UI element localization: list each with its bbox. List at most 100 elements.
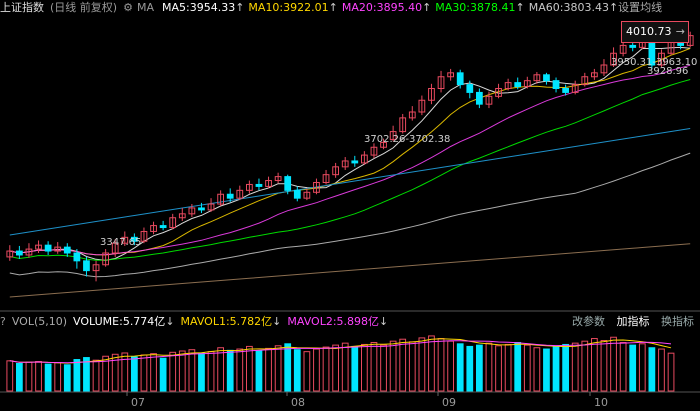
ma20-line bbox=[9, 64, 691, 256]
vol-label[interactable]: VOL(5,10) bbox=[11, 315, 68, 328]
volume-bar bbox=[303, 351, 311, 392]
mavol1-line bbox=[9, 338, 672, 364]
candle-body bbox=[44, 244, 52, 252]
candle-body bbox=[284, 176, 292, 191]
candle-body bbox=[92, 264, 100, 272]
volume-average-lines bbox=[9, 338, 672, 364]
volume-bar bbox=[351, 345, 359, 392]
candle-body bbox=[351, 160, 359, 164]
volume-bar bbox=[456, 343, 464, 392]
volume-bar bbox=[111, 353, 119, 392]
volume-bar bbox=[131, 356, 138, 392]
ma10-value: MA10:3922.01 bbox=[248, 1, 329, 14]
volume-bar bbox=[54, 362, 62, 392]
ma-label[interactable]: MA bbox=[136, 1, 154, 14]
volume-bar bbox=[571, 342, 579, 392]
candle-body bbox=[600, 64, 608, 74]
volume-bar bbox=[418, 337, 426, 392]
candle-body bbox=[485, 95, 493, 105]
mavol1-arrow-icon: ↓ bbox=[272, 315, 282, 328]
candle-body bbox=[16, 250, 23, 256]
volume-bar bbox=[447, 340, 454, 392]
volume-bar bbox=[25, 361, 33, 392]
month-label-09: 09 bbox=[442, 396, 456, 409]
volume-bar bbox=[523, 344, 531, 392]
volume-bar bbox=[226, 349, 234, 392]
candle-body bbox=[380, 141, 387, 148]
ma30-value: MA30:3878.41 bbox=[435, 1, 516, 14]
volume-bar bbox=[313, 348, 320, 392]
ma-legend-bar: 上证指数 (日线 前复权) ⚙ MA MA5:3954.33 ↑ MA10:39… bbox=[0, 0, 662, 16]
candle-body bbox=[610, 52, 617, 66]
volume-bar bbox=[581, 340, 589, 392]
volume-bar bbox=[619, 341, 627, 392]
candlesticks bbox=[6, 27, 694, 282]
volume-bar bbox=[255, 350, 263, 392]
mavol2-arrow-icon: ↓ bbox=[379, 315, 389, 328]
volume-bars bbox=[6, 335, 675, 392]
candle-body bbox=[361, 154, 368, 164]
volume-bar bbox=[178, 350, 186, 392]
candle-body bbox=[543, 74, 550, 82]
ma60-value: MA60:3803.43 bbox=[528, 1, 609, 14]
candle-body bbox=[178, 213, 186, 219]
volume-bar bbox=[207, 351, 215, 392]
candle-body bbox=[102, 252, 109, 266]
ma60-arrow-icon: ↑ bbox=[608, 1, 619, 14]
candle-body bbox=[370, 146, 378, 156]
volume-bar bbox=[600, 340, 608, 392]
ma120-line bbox=[9, 128, 691, 236]
current-price: 4010.73 bbox=[626, 25, 672, 38]
volume-arrow-icon: ↓ bbox=[165, 315, 175, 328]
candle-body bbox=[504, 82, 512, 89]
volume-bar bbox=[466, 345, 474, 392]
volume-bar bbox=[610, 336, 617, 392]
annotation-low: 3347.65 bbox=[100, 237, 142, 248]
change-params-button[interactable]: 改参数 bbox=[572, 315, 605, 328]
volume-bar bbox=[169, 351, 177, 392]
gear-icon[interactable]: ⚙ bbox=[123, 1, 133, 14]
volume-bar bbox=[188, 349, 196, 392]
index-title[interactable]: 上证指数 bbox=[0, 1, 44, 14]
mavol2-line bbox=[9, 340, 672, 364]
volume-bar bbox=[408, 341, 416, 392]
candle-body bbox=[207, 203, 215, 211]
candle-body bbox=[35, 244, 42, 250]
adjust-mode[interactable]: (日线 前复权) bbox=[50, 1, 118, 14]
candle-body bbox=[169, 217, 177, 229]
volume-bar bbox=[428, 335, 435, 392]
candle-body bbox=[293, 189, 301, 199]
candle-body bbox=[73, 252, 81, 262]
ma-settings-link[interactable]: 设置均线 bbox=[618, 1, 663, 14]
volume-value: VOLUME:5.774亿 bbox=[73, 315, 166, 328]
candle-body bbox=[140, 230, 148, 242]
volume-bar bbox=[514, 341, 522, 392]
candle-body bbox=[418, 99, 426, 113]
candle-body bbox=[63, 246, 71, 254]
volume-bar bbox=[265, 347, 272, 392]
candle-body bbox=[428, 88, 435, 101]
volume-bar bbox=[274, 345, 282, 392]
volume-bar bbox=[44, 363, 52, 392]
candle-body bbox=[399, 117, 407, 133]
help-icon[interactable]: ? bbox=[0, 315, 6, 328]
volume-bar bbox=[322, 346, 330, 392]
candle-body bbox=[236, 189, 244, 199]
add-indicator-button[interactable]: 加指标 bbox=[616, 315, 650, 328]
month-label-08: 08 bbox=[291, 396, 305, 409]
candle-body bbox=[6, 250, 14, 258]
candle-body bbox=[274, 176, 282, 182]
volume-bar bbox=[293, 349, 301, 392]
volume-bar bbox=[504, 343, 512, 392]
volume-bar bbox=[380, 344, 387, 392]
ma10-arrow-icon: ↑ bbox=[328, 1, 338, 14]
indicator-tools: 改参数 加指标 换指标 bbox=[564, 314, 694, 330]
volume-bar bbox=[92, 359, 100, 392]
candle-body bbox=[332, 166, 339, 176]
ma5-arrow-icon: ↑ bbox=[235, 1, 245, 14]
switch-indicator-button[interactable]: 换指标 bbox=[661, 315, 694, 328]
candle-body bbox=[131, 236, 138, 242]
candle-body bbox=[466, 84, 474, 93]
volume-bar bbox=[495, 345, 502, 392]
